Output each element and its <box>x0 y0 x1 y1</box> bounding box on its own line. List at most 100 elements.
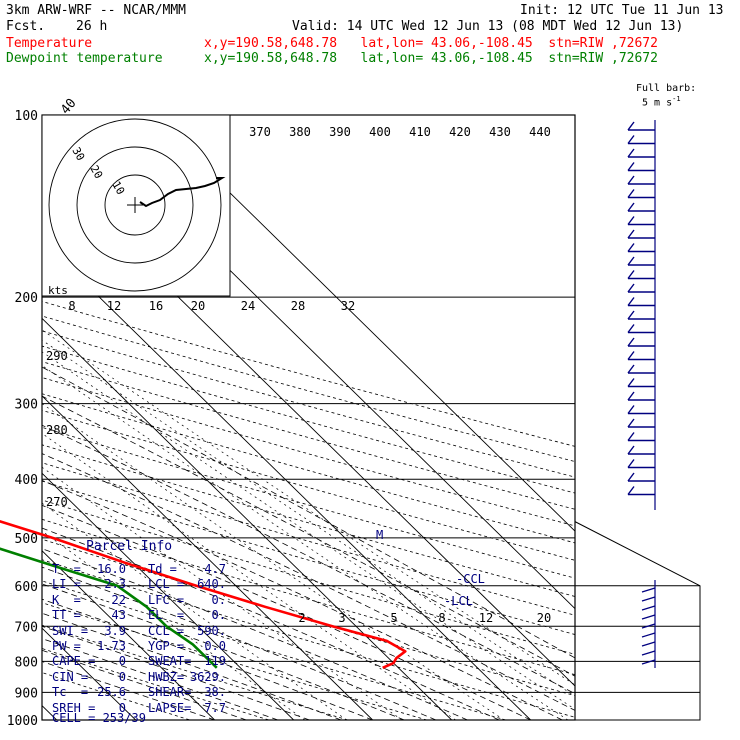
parcel-info-cell: 119 <box>204 654 226 669</box>
pressure-label: 700 <box>15 620 38 635</box>
parcel-info-cell: 1.73 <box>97 639 126 653</box>
hodograph-ring <box>76 146 194 264</box>
mixing-ratio-line <box>42 403 505 720</box>
parcel-info-cell: 0. <box>211 592 226 607</box>
theta-e-label: 420 <box>449 125 471 139</box>
pressure-label: 600 <box>15 580 38 595</box>
mixing-ratio-label: 32 <box>341 299 355 313</box>
dry-adiabat <box>42 559 575 718</box>
wind-barb-flag <box>627 121 635 131</box>
mixing-ratio-line <box>42 339 575 697</box>
pressure-label: 900 <box>15 686 38 701</box>
wind-barb-flag <box>627 432 635 441</box>
wind-barb-flag <box>627 351 635 360</box>
isotherm <box>42 317 452 720</box>
parcel-info-cell: LAPSE= <box>148 700 192 715</box>
pressure-label: 800 <box>15 655 38 670</box>
ccl-marker: -CCL <box>456 572 485 586</box>
parcel-info-cell: 3629. <box>189 669 226 684</box>
dry-adiabat <box>42 672 190 720</box>
wind-barb-flag <box>627 283 635 293</box>
wind-barb-flag <box>627 310 635 320</box>
isotherm <box>42 550 215 720</box>
parcel-info-cell: K = <box>52 592 81 607</box>
dry-adiabat <box>42 624 348 720</box>
wind-barb-flag <box>627 256 635 266</box>
wind-barb-flag <box>627 229 635 239</box>
parcel-info-cell: LI = <box>52 577 81 592</box>
parcel-info-cell: 43 <box>111 608 126 623</box>
parcel-info-cell: YGP = <box>148 639 185 653</box>
isotherm <box>42 240 531 720</box>
hodograph-ring <box>104 174 166 236</box>
parcel-info-cell: Td = <box>148 562 177 576</box>
parcel-info-cell: SWI = <box>52 623 89 638</box>
moist-adiabat <box>42 649 247 720</box>
parcel-info-cell: 0 <box>118 654 126 669</box>
wind-barb-flag <box>627 486 635 495</box>
hodograph-units: kts <box>48 284 68 297</box>
mixing-ratio-label: 3 <box>338 611 345 625</box>
wind-barb-flag <box>627 270 635 279</box>
parcel-info-cell: 0.0 <box>204 639 226 653</box>
mixing-ratio-label: 8 <box>438 611 445 625</box>
mixing-ratio-label: 20 <box>537 611 551 625</box>
theta-label: 290 <box>46 349 68 363</box>
dry-adiabat <box>42 462 575 616</box>
model-title: 3km ARW-WRF -- NCAR/MMM <box>6 3 187 18</box>
wind-barb <box>641 596 656 602</box>
legend-temperature-info: x,y=190.58,648.78 lat,lon= 43.06,-108.45… <box>204 36 658 51</box>
theta-e-label: 380 <box>289 125 311 139</box>
theta-e-label: 440 <box>529 125 551 139</box>
pressure-label: 100 <box>15 109 38 124</box>
wind-barb <box>641 614 656 620</box>
legend-dewpoint-info: x,y=190.58,648.78 lat,lon= 43.06,-108.45… <box>204 51 658 66</box>
parcel-info-cell: HWBZ= <box>148 669 185 684</box>
mixing-ratio-label: 16 <box>149 299 163 313</box>
barb-legend-units: 5 m s-1 <box>642 95 681 109</box>
wind-barb-flag <box>627 324 635 333</box>
parcel-info-cell: 25.6 <box>97 685 126 700</box>
parcel-info-cell: CAPE = <box>52 654 96 669</box>
temperature-profile <box>0 519 407 670</box>
wind-barb-flag <box>627 337 635 347</box>
parcel-info-cell: LCL = <box>148 577 185 592</box>
parcel-info-cell: TT = <box>52 608 81 623</box>
legend-temperature-label: Temperature <box>6 36 93 51</box>
hodograph-ring-label: 20 <box>87 163 105 181</box>
wind-barb <box>641 650 656 656</box>
wind-barb-flag <box>627 202 635 212</box>
wind-barb <box>641 623 656 629</box>
fcst-label: Fcst. <box>6 19 46 34</box>
moist-adiabat <box>42 527 500 720</box>
barb-legend-title: Full barb: <box>636 83 697 94</box>
parcel-info-cell: 22 <box>111 592 126 607</box>
wind-barb-flag <box>627 391 635 401</box>
moist-adiabat <box>42 625 310 720</box>
parcel-info-title: Parcel Info <box>86 539 173 554</box>
mixing-ratio-label: 12 <box>107 299 121 313</box>
mixing-ratio-label: 28 <box>291 299 305 313</box>
pressure-label: 1000 <box>7 714 38 729</box>
m-marker: M <box>376 528 384 542</box>
wind-barb-flag <box>627 445 635 455</box>
moist-adiabat <box>42 638 278 720</box>
parcel-info-cell: 2.3 <box>104 577 126 592</box>
dry-adiabat <box>42 602 427 720</box>
parcel-info-cell: 640. <box>197 577 226 592</box>
wind-barb-flag <box>627 175 635 185</box>
wind-barb <box>641 641 656 647</box>
parcel-info-cell: SWEAT= <box>148 654 192 669</box>
theta-e-label: 400 <box>369 125 391 139</box>
wind-barb-flag <box>627 135 635 144</box>
isotherm <box>42 472 294 720</box>
wind-barb <box>641 659 656 665</box>
parcel-info-cell: SREH = <box>52 700 96 715</box>
wind-barb <box>641 632 656 638</box>
theta-e-label: 430 <box>489 125 511 139</box>
valid-time: Valid: 14 UTC Wed 12 Jun 13 (08 MDT Wed … <box>292 19 684 34</box>
mixing-ratio-label: 8 <box>68 299 75 313</box>
pressure-label: 500 <box>15 532 38 547</box>
parcel-info-cell: Tc = <box>52 685 89 700</box>
